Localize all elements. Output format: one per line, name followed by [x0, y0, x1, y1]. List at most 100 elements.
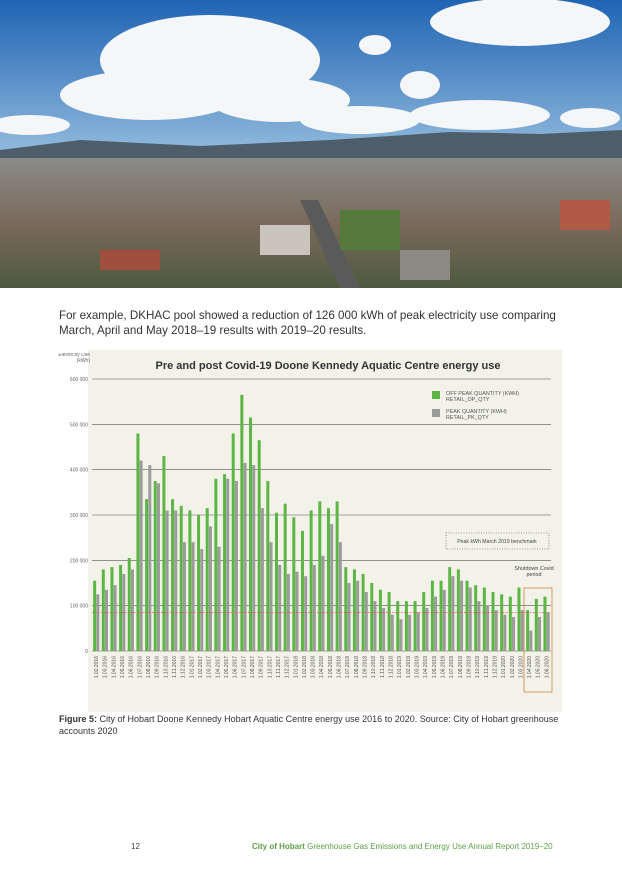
bar — [101, 569, 105, 651]
x-tick-label: 1.06.2019 — [440, 656, 446, 678]
bar — [482, 587, 486, 651]
benchmark-box — [445, 532, 550, 550]
bar — [468, 587, 472, 651]
bar — [208, 526, 212, 651]
bar — [352, 569, 356, 651]
bar — [546, 612, 550, 651]
bar — [500, 594, 504, 651]
x-tick-label: 1.05.2017 — [224, 656, 230, 678]
x-tick-label: 1.04.2017 — [215, 656, 221, 678]
bar — [382, 607, 386, 651]
bar — [451, 576, 455, 651]
bar — [249, 417, 253, 651]
bar — [266, 481, 270, 651]
x-tick-label: 1.04.2019 — [423, 656, 429, 678]
bar — [416, 612, 420, 651]
bar — [422, 592, 426, 651]
bar — [387, 592, 391, 651]
bar — [148, 465, 152, 651]
x-tick-label: 1.03.2018 — [311, 656, 317, 678]
bar — [503, 614, 507, 651]
bar — [486, 605, 490, 651]
shutdown-box — [523, 587, 553, 693]
x-tick-label: 1.06.2020 — [544, 656, 550, 678]
footer-org: City of Hobart — [252, 842, 305, 851]
bar — [122, 573, 126, 651]
bar — [430, 580, 434, 651]
caption-text: City of Hobart Doone Kennedy Hobart Aqua… — [59, 714, 559, 736]
bar — [538, 617, 542, 651]
bar — [520, 610, 524, 651]
bar — [174, 510, 178, 651]
bar — [465, 580, 469, 651]
bar — [139, 460, 143, 651]
bar — [205, 508, 209, 651]
chart-title: Pre and post Covid-19 Doone Kennedy Aqua… — [156, 360, 501, 372]
x-tick-label: 1.07.2018 — [345, 656, 351, 678]
bar — [494, 610, 498, 651]
x-tick-label: 1.11.2018 — [380, 656, 386, 678]
bar — [364, 592, 368, 651]
bar — [145, 499, 149, 651]
bar — [413, 601, 417, 651]
x-tick-label: 1.09.2019 — [466, 656, 472, 678]
x-tick-label: 1.02.2019 — [406, 656, 412, 678]
bar — [240, 394, 244, 651]
bar — [460, 580, 464, 651]
legend-label: PEAK QUANTITY (KWH) RETAIL_PK_QTY — [446, 409, 507, 421]
x-tick-label: 1.12.2016 — [181, 656, 187, 678]
x-tick-label: 1.06.2016 — [129, 656, 135, 678]
bar — [165, 510, 169, 651]
bar — [370, 583, 374, 651]
bar — [309, 510, 313, 651]
legend-label: OFF PEAK QUANTITY (KWH) RETAIL_OP_QTY — [446, 391, 519, 403]
x-tick-label: 1.12.2018 — [389, 656, 395, 678]
x-tick-label: 1.08.2019 — [458, 656, 464, 678]
x-tick-label: 1.08.2018 — [354, 656, 360, 678]
bar — [113, 585, 117, 651]
bar — [234, 481, 238, 651]
bar — [448, 567, 452, 651]
y-axis-title: Electricity Use (kWh) — [58, 353, 90, 364]
bar — [257, 440, 261, 651]
x-tick-label: 1.11.2016 — [172, 656, 178, 678]
bar — [390, 614, 394, 651]
bar — [526, 610, 530, 651]
x-tick-label: 1.11.2017 — [276, 656, 282, 678]
bar — [231, 433, 235, 651]
bar — [425, 607, 429, 651]
y-tick-label: 100 000 — [70, 604, 88, 610]
bar — [260, 508, 264, 651]
bar — [474, 585, 478, 651]
x-tick-label: 1.01.2020 — [501, 656, 507, 678]
bar — [347, 583, 351, 651]
bar — [292, 517, 296, 651]
x-tick-label: 1.12.2019 — [492, 656, 498, 678]
paragraph: For example, DKHAC pool showed a reducti… — [59, 309, 556, 337]
y-tick-label: 400 000 — [70, 468, 88, 474]
bar — [477, 601, 481, 651]
footer-title: Greenhouse Gas Emissions and Energy Use … — [304, 842, 553, 851]
x-tick-label: 1.10.2019 — [475, 656, 481, 678]
bar — [119, 564, 123, 651]
bar — [344, 567, 348, 651]
figure-caption: Figure 5: City of Hobart Doone Kennedy H… — [59, 713, 559, 737]
x-tick-label: 1.07.2019 — [449, 656, 455, 678]
bar — [274, 512, 278, 651]
bar — [404, 601, 408, 651]
x-tick-label: 1.04.2020 — [527, 656, 533, 678]
x-tick-label: 1.09.2018 — [363, 656, 369, 678]
x-tick-label: 1.10.2017 — [267, 656, 273, 678]
bar — [529, 630, 533, 651]
x-tick-label: 1.09.2017 — [259, 656, 265, 678]
bar — [396, 601, 400, 651]
bar — [512, 617, 516, 651]
bar — [188, 510, 192, 651]
bar — [130, 569, 134, 651]
bar — [338, 542, 342, 651]
bar — [312, 564, 316, 651]
bar — [156, 483, 160, 651]
bar — [330, 524, 334, 651]
bar — [191, 542, 195, 651]
bar — [269, 542, 273, 651]
